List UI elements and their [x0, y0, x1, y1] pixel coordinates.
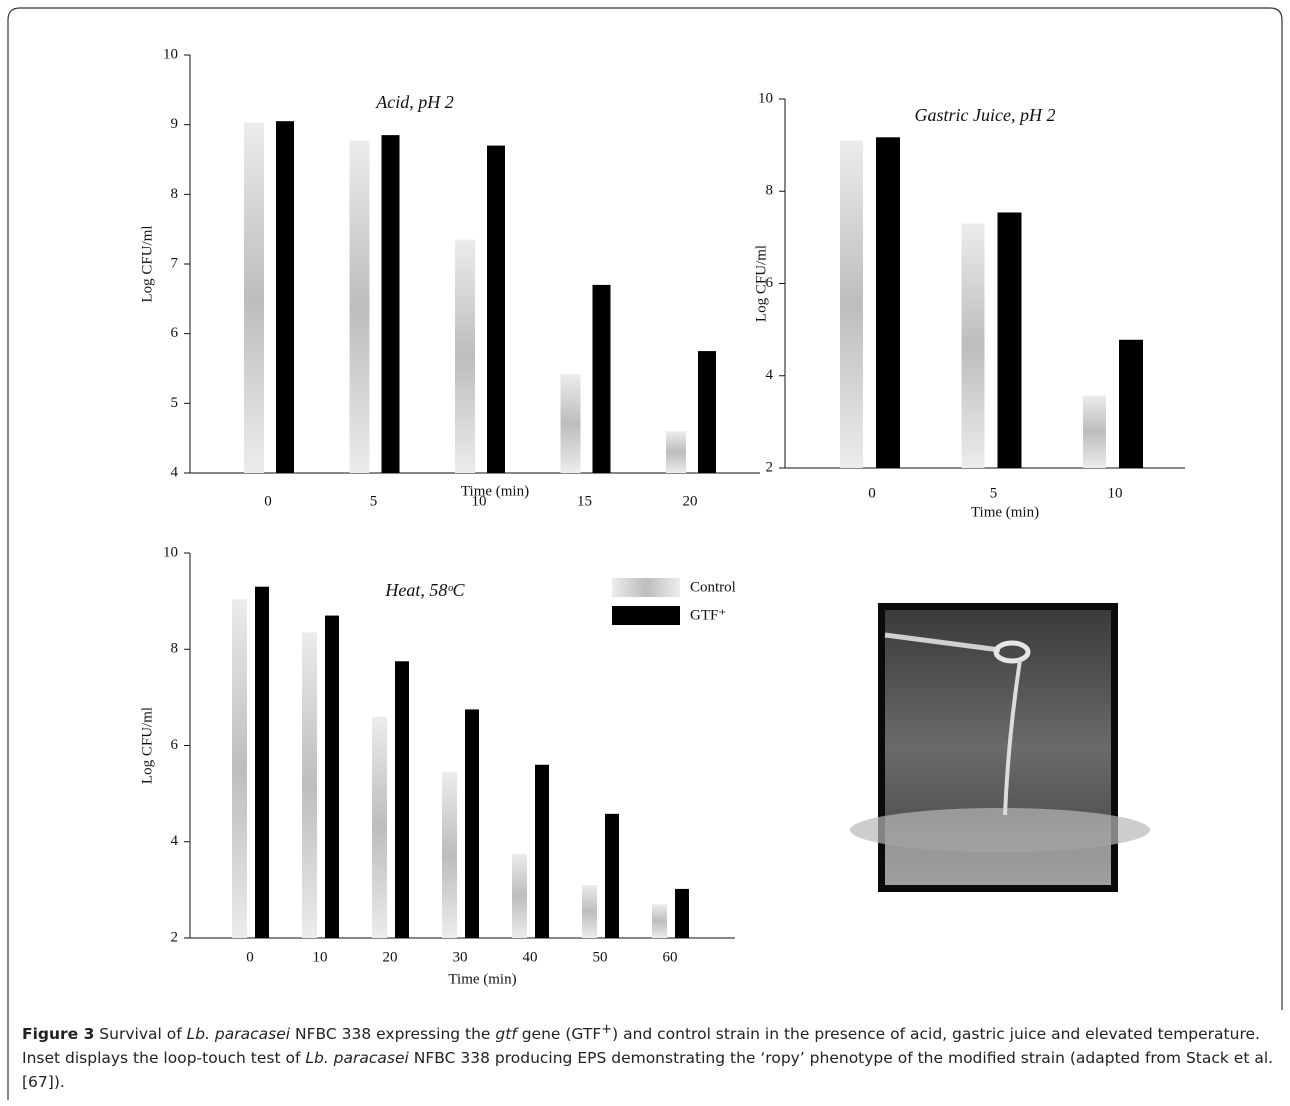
x-tick-label: 5: [370, 493, 378, 509]
x-axis-label: Time (min): [448, 971, 516, 987]
bar: [276, 121, 294, 473]
y-tick-label: 8: [171, 641, 179, 657]
bar: [605, 813, 619, 938]
bar: [244, 122, 264, 474]
bar: [465, 709, 479, 938]
caption-text: +: [601, 1022, 613, 1037]
y-tick-label: 4: [766, 367, 774, 383]
y-tick-label: 6: [171, 325, 179, 341]
bar: [349, 140, 370, 473]
legend-swatch: [612, 606, 680, 625]
bar: [592, 284, 611, 473]
bar: [876, 137, 900, 468]
caption-text: NFBC 338 producing EPS demonstrating the…: [22, 1049, 1274, 1092]
caption-text: Lb. paracasei: [305, 1049, 409, 1068]
caption-text: ) and control strain in the presence of …: [22, 1025, 1260, 1068]
inset-photo: [850, 603, 1150, 892]
y-tick-label: 2: [171, 929, 179, 945]
bar: [1119, 339, 1143, 468]
bar: [395, 661, 409, 938]
x-axis-label: Time (min): [971, 504, 1039, 520]
caption-text: Lb. paracasei: [186, 1025, 291, 1044]
y-tick-label: 4: [171, 833, 179, 849]
legend-label: GTF⁺: [690, 607, 726, 623]
y-axis-label: Log CFU/ml: [753, 245, 769, 322]
caption-label: Figure 3: [22, 1025, 95, 1044]
y-tick-label: 4: [171, 464, 179, 480]
y-tick-label: 10: [163, 46, 178, 62]
x-tick-label: 40: [523, 949, 538, 965]
x-tick-label: 10: [313, 949, 328, 965]
bar: [961, 223, 985, 468]
caption-text: gtf: [495, 1025, 517, 1044]
chart-title: Gastric Juice, pH 2: [915, 105, 1056, 125]
bar: [997, 212, 1022, 468]
y-tick-label: 5: [171, 395, 179, 411]
y-axis-label: Log CFU/ml: [139, 707, 155, 784]
x-axis-label: Time (min): [461, 483, 529, 499]
x-tick-label: 30: [453, 949, 468, 965]
x-tick-label: 10: [1108, 485, 1123, 501]
bar: [535, 764, 549, 938]
x-tick-label: 0: [264, 493, 272, 509]
bar: [255, 586, 269, 938]
x-tick-label: 5: [990, 485, 998, 501]
x-tick-label: 10: [472, 493, 487, 509]
chart-title: Acid, pH 2: [375, 92, 453, 112]
caption-text: NFBC 338 expressing the: [290, 1025, 496, 1044]
figure-border: [7, 7, 1283, 1100]
caption: Figure 3 Survival of Lb. paracasei NFBC …: [22, 1018, 1280, 1094]
x-tick-label: 60: [663, 949, 678, 965]
y-tick-label: 6: [766, 275, 774, 291]
x-tick-label: 0: [868, 485, 876, 501]
y-axis-label: Log CFU/ml: [139, 225, 155, 302]
bar: [487, 145, 505, 474]
y-tick-label: 7: [171, 255, 179, 271]
bar: [232, 599, 247, 938]
chart-title: Heat, 58ᵒC: [384, 580, 465, 600]
y-tick-label: 8: [766, 183, 774, 199]
bar: [840, 140, 863, 468]
y-tick-label: 10: [163, 544, 178, 560]
bar: [1083, 395, 1106, 468]
legend-label: Control: [690, 579, 736, 595]
bar: [381, 135, 400, 473]
y-tick-label: 8: [171, 186, 179, 202]
legend-swatch: [612, 578, 680, 597]
bar: [302, 632, 317, 938]
bar: [582, 885, 597, 938]
y-tick-label: 2: [766, 459, 774, 475]
bar: [666, 431, 686, 473]
x-tick-label: 15: [577, 493, 592, 509]
bar: [455, 239, 475, 473]
bar: [372, 716, 387, 938]
bar: [698, 351, 716, 473]
y-tick-label: 6: [171, 737, 179, 753]
x-tick-label: 20: [683, 493, 698, 509]
caption-text: gene (GTF: [516, 1025, 602, 1044]
x-tick-label: 50: [593, 949, 608, 965]
bar: [512, 853, 527, 938]
bar: [325, 615, 339, 938]
bar: [675, 888, 689, 938]
bar: [560, 374, 581, 473]
caption-text: Survival of: [94, 1025, 187, 1044]
bar: [652, 904, 667, 938]
y-tick-label: 10: [758, 90, 773, 106]
x-tick-label: 0: [246, 949, 254, 965]
bar: [442, 771, 457, 938]
x-tick-label: 20: [383, 949, 398, 965]
y-tick-label: 9: [171, 116, 179, 132]
